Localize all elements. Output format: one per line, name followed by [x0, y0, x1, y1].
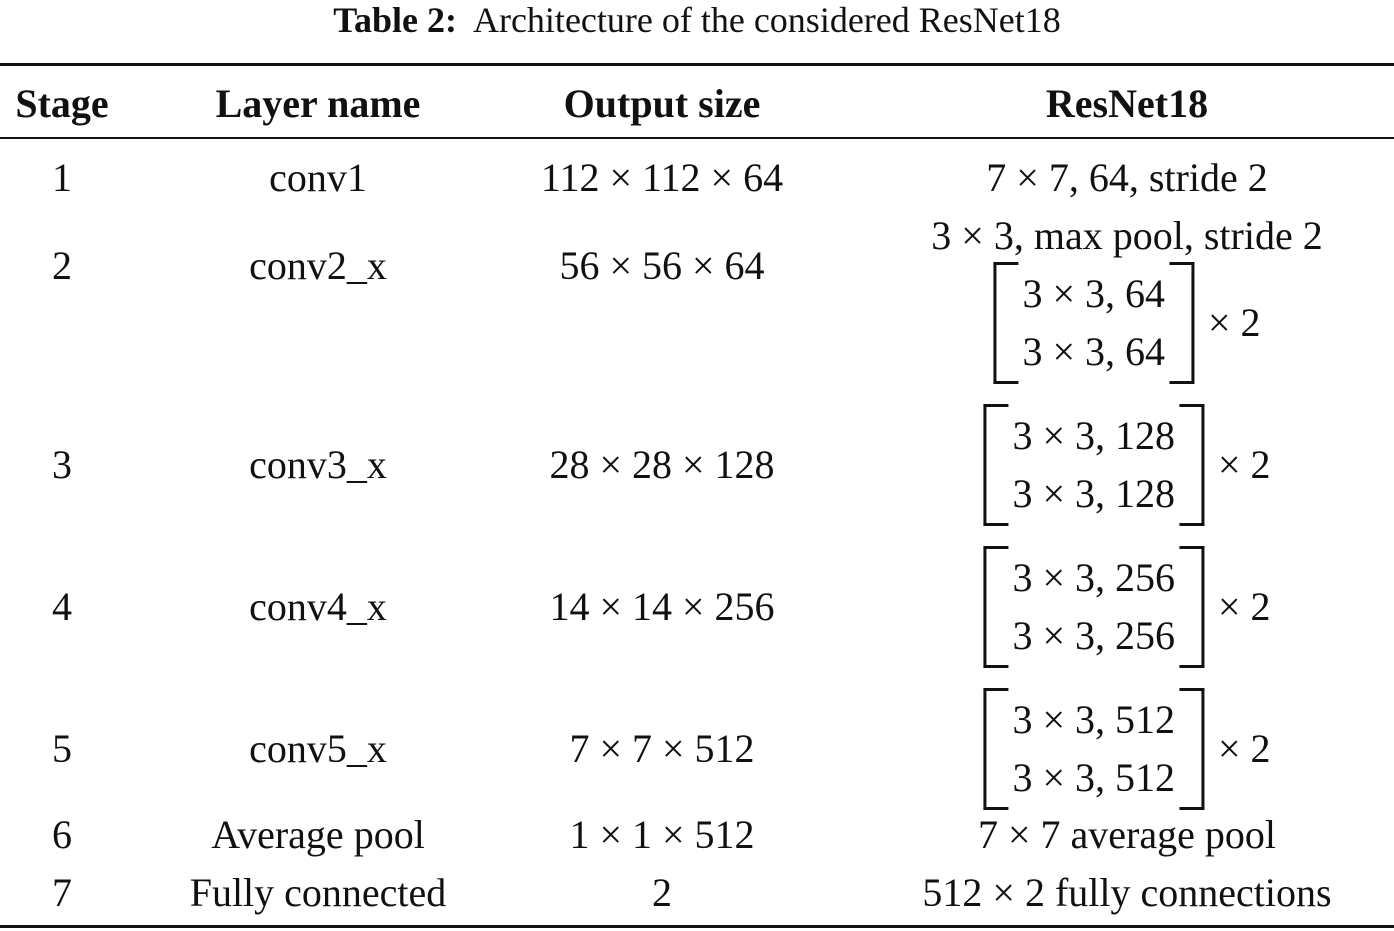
header-cell: ResNet18: [1045, 81, 1209, 126]
table-cell: 2: [52, 243, 72, 288]
table-cell: 7: [52, 870, 72, 915]
block-line: 3 × 3, 128: [1012, 471, 1175, 516]
block-line: 3 × 3, 64: [1022, 329, 1165, 374]
table-cell: 112 × 112 × 64: [540, 155, 784, 200]
block-line: 3 × 3, 64: [1022, 271, 1165, 316]
repeat-factor: × 2: [1218, 442, 1271, 487]
block-cell: 3 × 3, 64 3 × 3, 64 × 2: [993, 262, 1261, 384]
repeat-factor: × 2: [1218, 584, 1271, 629]
block-lines: 3 × 3, 128 3 × 3, 128: [1008, 407, 1179, 523]
repeat-factor: × 2: [1208, 300, 1261, 345]
table-cell: conv1: [269, 155, 367, 200]
bracket-right: [1179, 546, 1204, 668]
block-line: 3 × 3, 128: [1012, 413, 1175, 458]
table-cell: 4: [52, 584, 72, 629]
table-cell: 1 × 1 × 512: [569, 812, 755, 857]
block-line: 3 × 3, 512: [1012, 697, 1175, 742]
table-cell: conv2_x: [249, 243, 387, 288]
block-cell: 3 × 3, 256 3 × 3, 256 × 2: [983, 546, 1271, 668]
table-cell: conv4_x: [249, 584, 387, 629]
block-cell: 3 × 3, 512 3 × 3, 512 × 2: [983, 688, 1271, 810]
top-rule: [0, 63, 1394, 66]
bracket-left: [983, 404, 1009, 526]
table-cell: 1: [52, 155, 72, 200]
block-line: 3 × 3, 512: [1012, 755, 1175, 800]
table-cell: 56 × 56 × 64: [559, 243, 765, 288]
table-cell: 7 × 7 average pool: [977, 812, 1277, 857]
table-cell: Average pool: [211, 812, 425, 857]
bracket-left: [993, 262, 1019, 384]
table-cell: 3: [52, 442, 72, 487]
table-cell: conv5_x: [249, 726, 387, 771]
block-line: 3 × 3, 256: [1012, 613, 1175, 658]
bracket-right: [1169, 262, 1194, 384]
header-cell: Layer name: [215, 81, 421, 126]
table-cell: 14 × 14 × 256: [549, 584, 775, 629]
caption-text: Architecture of the considered ResNet18: [472, 0, 1061, 40]
bottom-rule: [0, 925, 1394, 928]
table-cell: Fully connected: [189, 870, 447, 915]
block-lines: 3 × 3, 256 3 × 3, 256: [1008, 549, 1179, 665]
block-lines: 3 × 3, 512 3 × 3, 512: [1008, 691, 1179, 807]
bracket-right: [1179, 404, 1204, 526]
table-cell: 3 × 3, max pool, stride 2: [931, 213, 1323, 258]
header-rule: [0, 137, 1394, 139]
block-line: 3 × 3, 256: [1012, 555, 1175, 600]
bracket-left: [983, 546, 1009, 668]
bracket-right: [1179, 688, 1204, 810]
table-caption: Table 2: Architecture of the considered …: [0, 0, 1394, 40]
block-lines: 3 × 3, 64 3 × 3, 64: [1018, 265, 1169, 381]
table-cell: 7 × 7, 64, stride 2: [986, 155, 1268, 200]
table-cell: 6: [52, 812, 72, 857]
table-cell: 7 × 7 × 512: [569, 726, 755, 771]
caption-label: Table 2:: [333, 0, 457, 40]
table-cell: 28 × 28 × 128: [549, 442, 775, 487]
header-cell: Stage: [15, 81, 109, 126]
table-cell: 2: [652, 870, 672, 915]
table-cell: 5: [52, 726, 72, 771]
bracket-left: [983, 688, 1009, 810]
block-cell: 3 × 3, 128 3 × 3, 128 × 2: [983, 404, 1271, 526]
table-cell: conv3_x: [249, 442, 387, 487]
repeat-factor: × 2: [1218, 726, 1271, 771]
header-cell: Output size: [563, 81, 761, 126]
table-cell: 512 × 2 fully connections: [922, 870, 1332, 915]
